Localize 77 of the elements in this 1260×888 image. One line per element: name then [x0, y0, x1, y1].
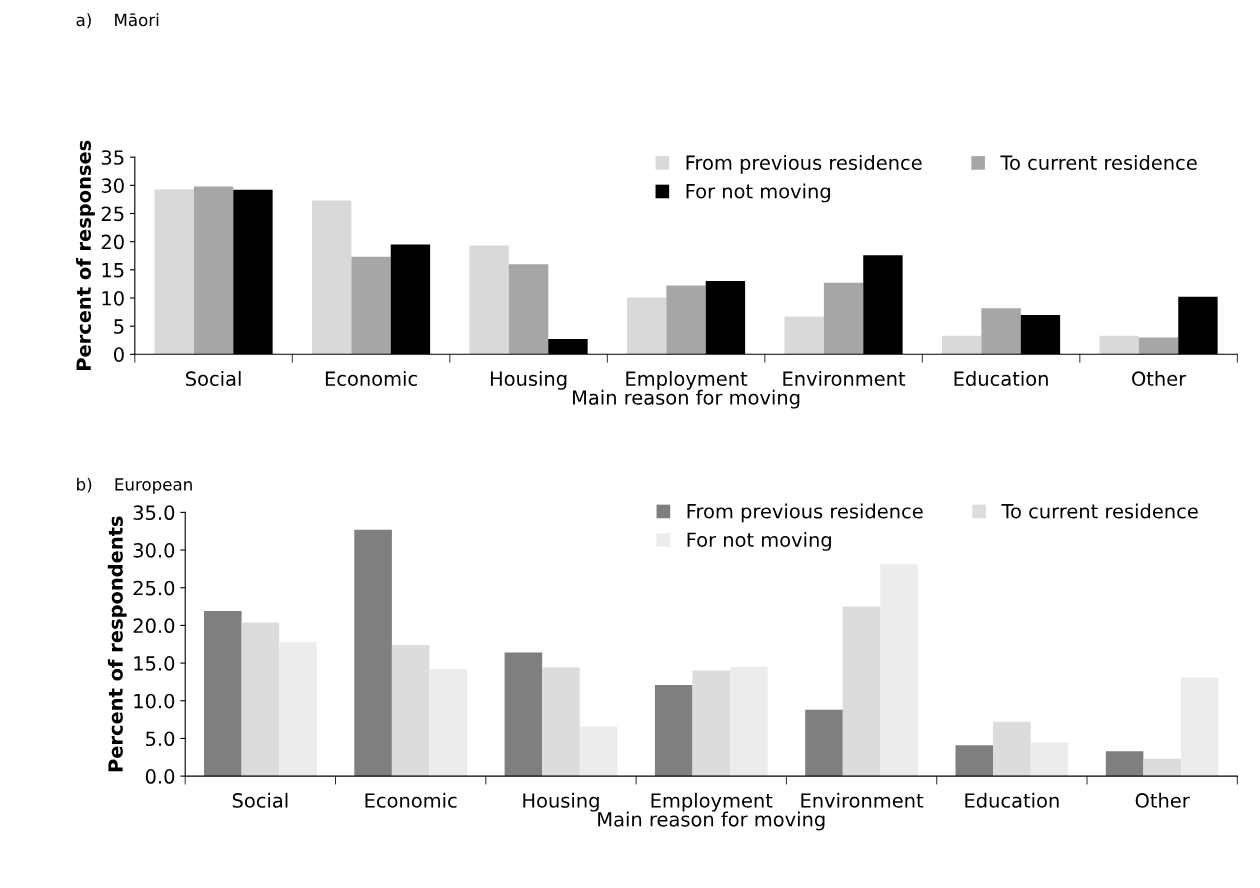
bar: [880, 564, 918, 777]
x-tick-label: Other: [1132, 370, 1187, 387]
legend-label: For not moving: [686, 183, 830, 203]
x-tick-label: Environment: [801, 792, 924, 808]
y-tick-label: 35.0: [133, 505, 175, 521]
x-axis-title: Main reason for moving: [598, 811, 825, 831]
bar: [784, 316, 824, 355]
y-axis-title: Percent of responses: [75, 140, 95, 370]
bar: [542, 667, 580, 777]
bar: [654, 684, 693, 777]
bar: [312, 200, 352, 355]
x-tick-label: Social: [232, 792, 288, 808]
y-tick-label: 10: [102, 290, 124, 306]
bar: [993, 721, 1031, 777]
y-tick-label: 30.0: [133, 543, 175, 558]
bar: [241, 622, 280, 777]
bar: [823, 282, 864, 355]
bar: [955, 745, 994, 777]
x-tick-label: Economic: [325, 370, 417, 387]
bar: [351, 256, 391, 355]
bar: [204, 611, 242, 777]
bar: [1099, 335, 1139, 355]
bar: [354, 529, 392, 777]
bar: [1105, 751, 1144, 777]
bar: [508, 264, 549, 355]
chart-title: a) Māori: [76, 13, 159, 29]
x-tick-label: Other: [1135, 792, 1190, 808]
x-tick-label: Employment: [626, 370, 748, 390]
y-axis-title: Percent of respondents: [107, 516, 127, 772]
bar: [1180, 677, 1219, 777]
bar: [504, 652, 543, 777]
x-tick-label: Education: [954, 370, 1048, 387]
x-tick-label: Environment: [783, 370, 906, 387]
y-tick-label: 0: [114, 347, 124, 362]
y-tick-label: 25: [101, 206, 124, 222]
bar: [391, 645, 430, 777]
y-tick-label: 5.0: [146, 731, 175, 747]
y-tick-label: 30: [101, 178, 124, 193]
x-tick-label: Housing: [523, 792, 599, 812]
bar: [469, 245, 509, 355]
x-tick-label: Employment: [651, 792, 773, 812]
bar: [193, 186, 234, 355]
bar: [1138, 337, 1179, 355]
bar: [579, 726, 618, 777]
legend-label: For not moving: [687, 532, 831, 551]
legend-label: To current residence: [1001, 503, 1198, 519]
bar: [429, 669, 468, 777]
bar: [981, 308, 1021, 355]
legend-label: From previous residence: [687, 503, 923, 523]
bar: [942, 335, 982, 355]
y-tick-label: 20.0: [133, 618, 175, 634]
bar: [1030, 742, 1069, 777]
y-tick-label: 0.0: [145, 769, 175, 784]
x-tick-label: Social: [186, 370, 241, 387]
x-tick-label: Economic: [365, 792, 457, 808]
bar: [1143, 758, 1181, 777]
x-tick-label: Education: [965, 792, 1059, 808]
bar: [692, 670, 731, 777]
y-tick-label: 15.0: [134, 656, 175, 671]
y-tick-label: 25.0: [133, 580, 175, 596]
x-axis-title: Main reason for moving: [573, 389, 800, 409]
bar: [279, 641, 317, 777]
y-tick-label: 20: [101, 234, 124, 250]
bar: [805, 709, 843, 777]
chart-title: b) European: [77, 477, 192, 494]
y-tick-label: 15: [102, 263, 124, 278]
legend-label: From previous residence: [686, 154, 922, 174]
bar: [627, 297, 667, 355]
bar: [842, 606, 881, 777]
y-tick-label: 5: [114, 319, 124, 334]
y-tick-label: 35: [101, 150, 124, 165]
legend-label: To current residence: [1000, 154, 1197, 171]
bar: [666, 285, 706, 355]
bar: [730, 666, 768, 777]
bar: [154, 189, 194, 355]
y-tick-label: 10.0: [134, 693, 175, 709]
x-tick-label: Housing: [490, 370, 567, 390]
